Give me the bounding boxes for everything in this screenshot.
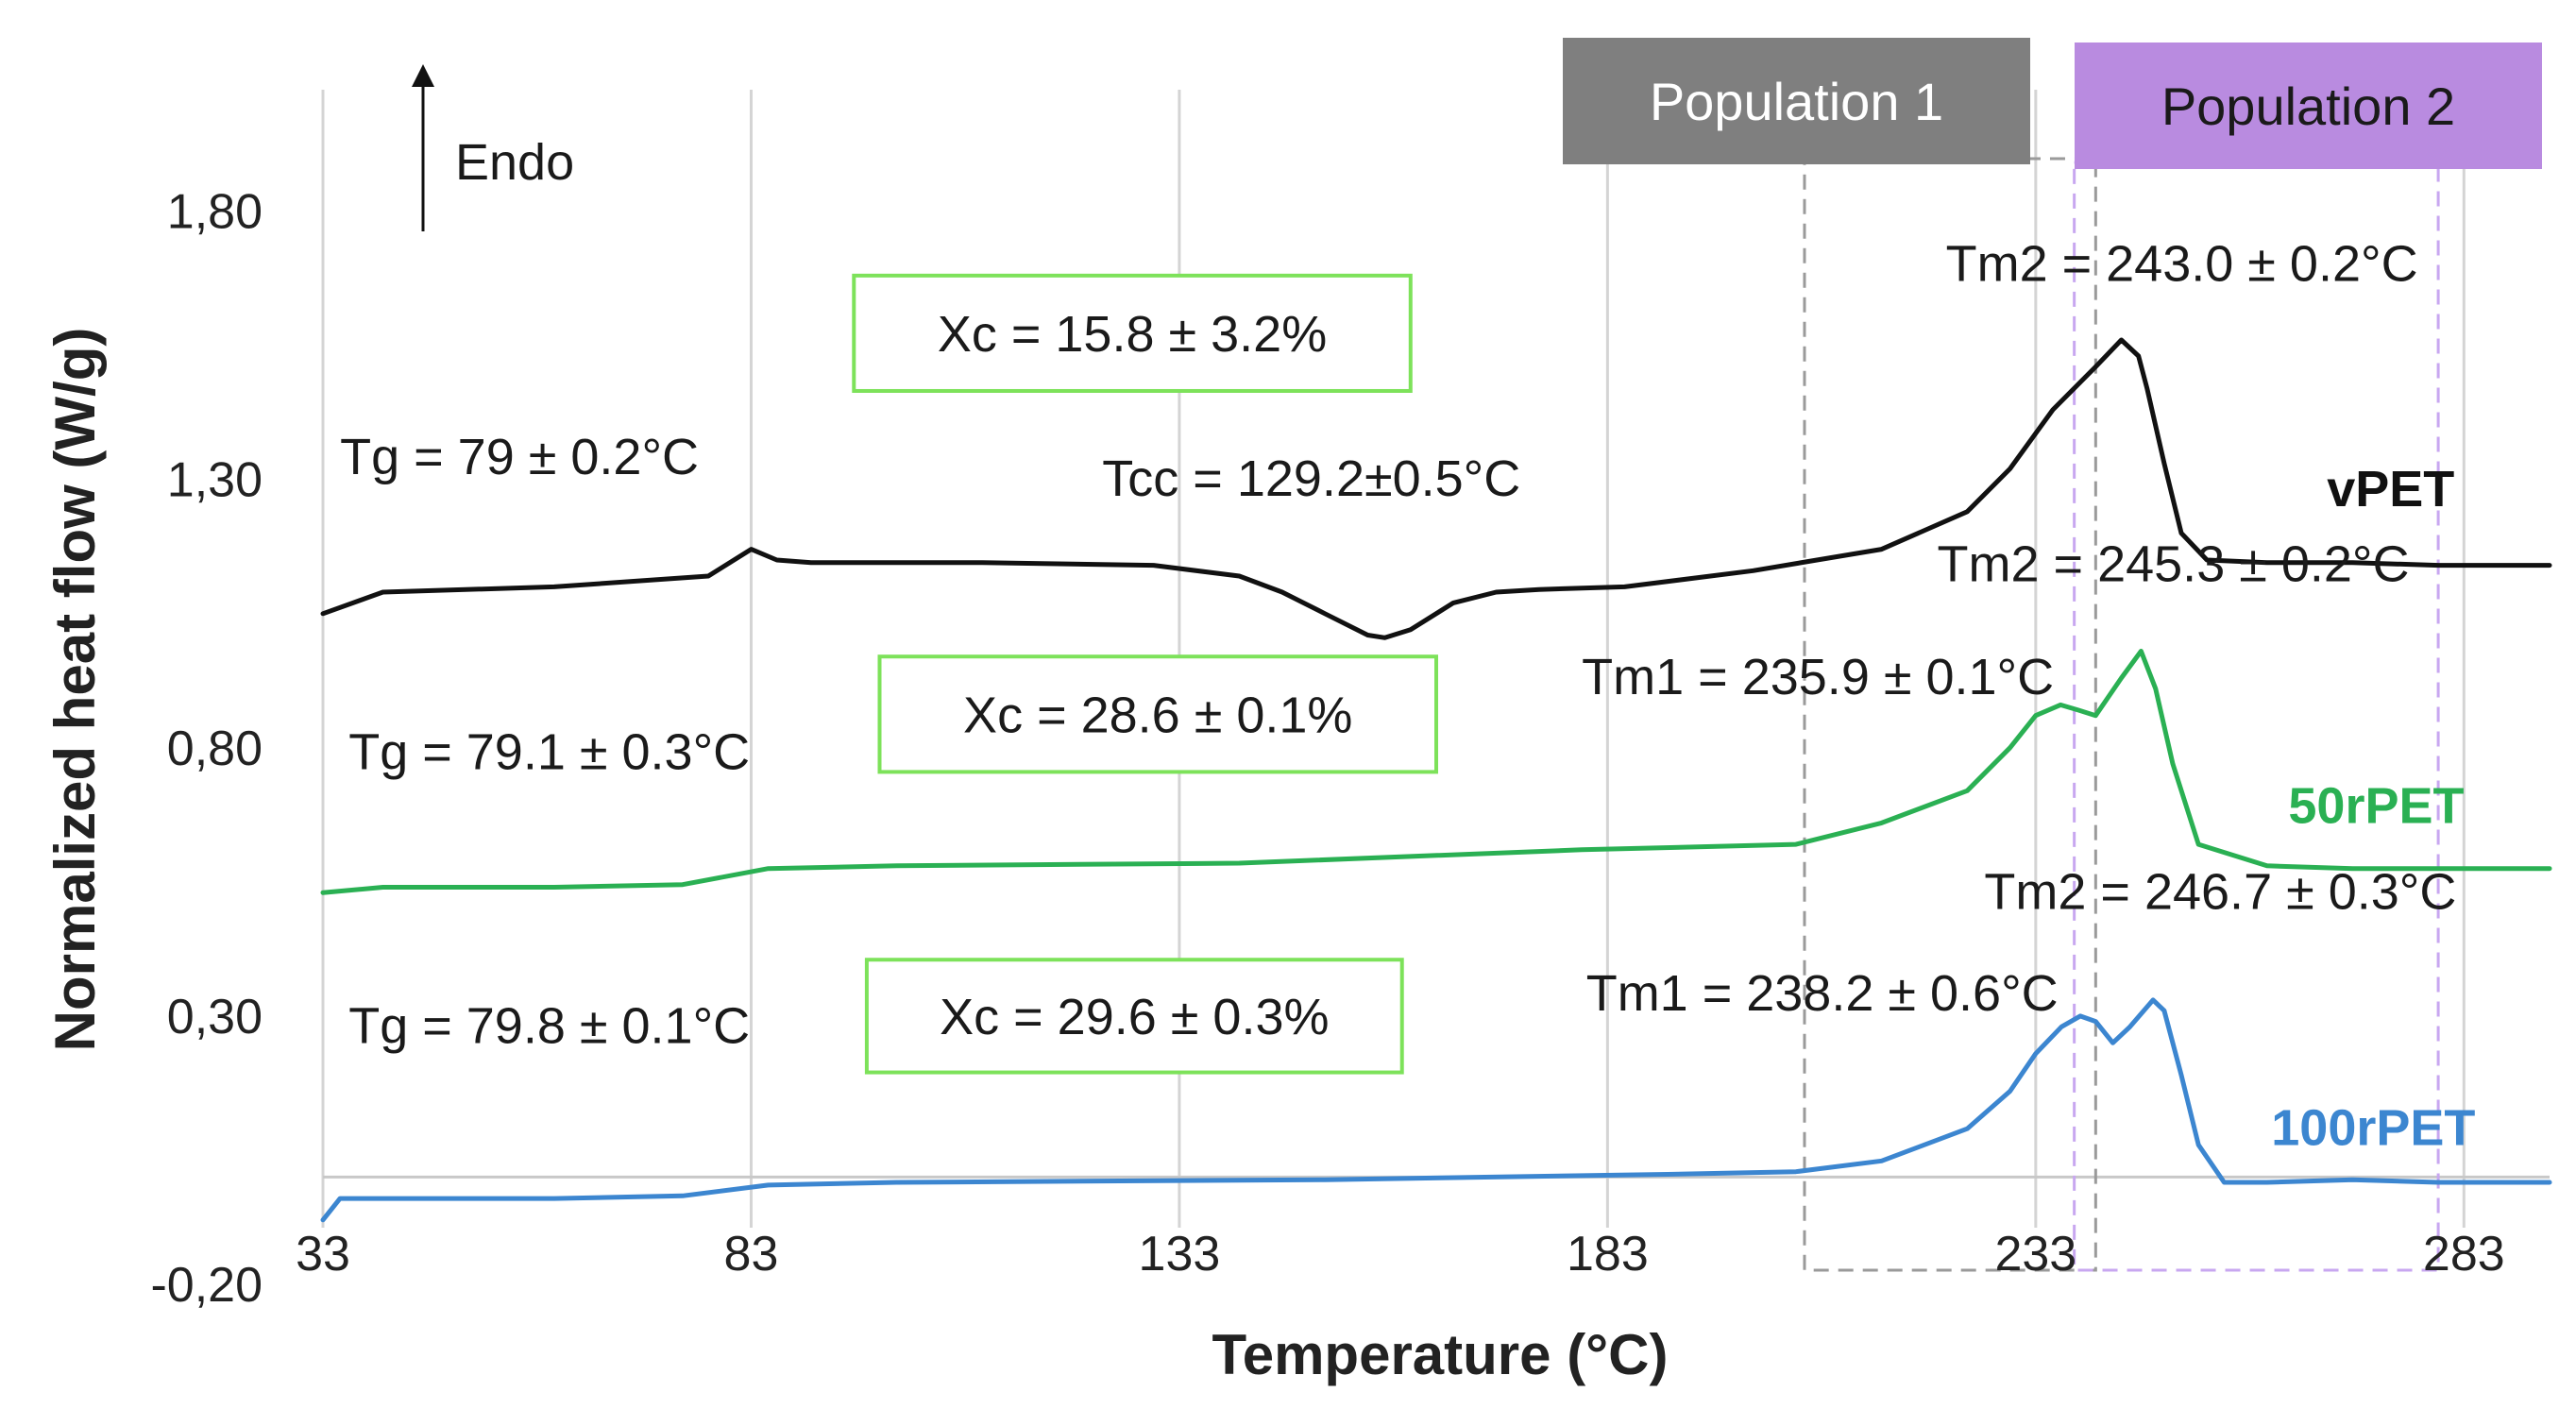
annotation-1: Tcc = 129.2±0.5°C xyxy=(1102,450,1520,507)
x-tick-label-2: 133 xyxy=(1139,1227,1221,1282)
xc-box-text-1: Xc = 28.6 ± 0.1% xyxy=(963,687,1352,743)
x-tick-label-3: 183 xyxy=(1567,1227,1649,1282)
population-1-label: Population 1 xyxy=(1650,72,1943,131)
annotation-0: Tg = 79 ± 0.2°C xyxy=(340,429,699,485)
series-label-vPET: vPET xyxy=(2327,461,2454,518)
xc-box-1 xyxy=(877,654,1438,774)
y-tick-label-2: 0,80 xyxy=(167,721,263,776)
series-layer xyxy=(320,337,2552,1223)
y-axis-title: Normalized heat flow (W/g) xyxy=(43,328,107,1052)
x-tick-labels: 33 83 133 183 233 283 xyxy=(296,1227,2505,1282)
endo-label: Endo xyxy=(455,134,574,191)
annotation-6: Tm2 = 246.7 ± 0.3°C xyxy=(1984,863,2456,920)
series-line-vPET xyxy=(320,337,2552,640)
x-axis-title: Temperature (°C) xyxy=(1212,1323,1669,1386)
annotation-layer: Tg = 79 ± 0.2°C Tcc = 129.2±0.5°C Tm2 = 24… xyxy=(340,236,2456,1055)
y-tick-label-1: 0,30 xyxy=(167,990,263,1044)
y-tick-label-4: 1,80 xyxy=(167,185,263,240)
population-1-region xyxy=(1803,157,2097,1272)
annotation-3: Tm2 = 245.3 ± 0.2°C xyxy=(1938,536,2410,593)
annotation-5: Tg = 79.1 ± 0.3°C xyxy=(348,724,750,781)
x-tick-label-4: 233 xyxy=(1994,1227,2076,1282)
endo-indicator: Endo xyxy=(412,64,574,231)
population-layer: Population 1 Population 2 xyxy=(1563,38,2542,1272)
population-2-label: Population 2 xyxy=(2161,76,2455,136)
population-2-header xyxy=(2075,42,2542,169)
series-line-50rPET xyxy=(320,649,2552,895)
annotation-8: Tg = 79.8 ± 0.1°C xyxy=(348,997,750,1054)
xc-box-2 xyxy=(864,958,1404,1075)
annotation-4: Tm1 = 235.9 ± 0.1°C xyxy=(1582,649,2054,705)
x-tick-label-0: 33 xyxy=(296,1227,350,1282)
y-tick-label-3: 1,30 xyxy=(167,453,263,508)
x-tick-label-5: 283 xyxy=(2423,1227,2505,1282)
population-1-header xyxy=(1563,38,2030,164)
crystallinity-box-layer: Xc = 15.8 ± 3.2% Xc = 28.6 ± 0.1% Xc = 29.… xyxy=(852,273,1438,1075)
annotation-7: Tm1 = 238.2 ± 0.6°C xyxy=(1586,965,2059,1022)
y-tick-labels: -0,20 0,30 0,80 1,30 1,80 xyxy=(150,185,263,1313)
series-label-50rPET: 50rPET xyxy=(2288,777,2464,834)
series-line-100rPET xyxy=(320,997,2552,1223)
xc-box-text-0: Xc = 15.8 ± 3.2% xyxy=(938,306,1327,363)
x-tick-label-1: 83 xyxy=(724,1227,779,1282)
series-label-layer: vPET 50rPET 100rPET xyxy=(2271,461,2475,1156)
endo-arrow-icon xyxy=(412,64,434,87)
xc-box-0 xyxy=(852,273,1413,393)
y-tick-label-0: -0,20 xyxy=(150,1258,263,1313)
annotation-2: Tm2 = 243.0 ± 0.2°C xyxy=(1946,236,2418,293)
series-label-100rPET: 100rPET xyxy=(2271,1099,2475,1156)
xc-box-text-2: Xc = 29.6 ± 0.3% xyxy=(940,989,1329,1045)
